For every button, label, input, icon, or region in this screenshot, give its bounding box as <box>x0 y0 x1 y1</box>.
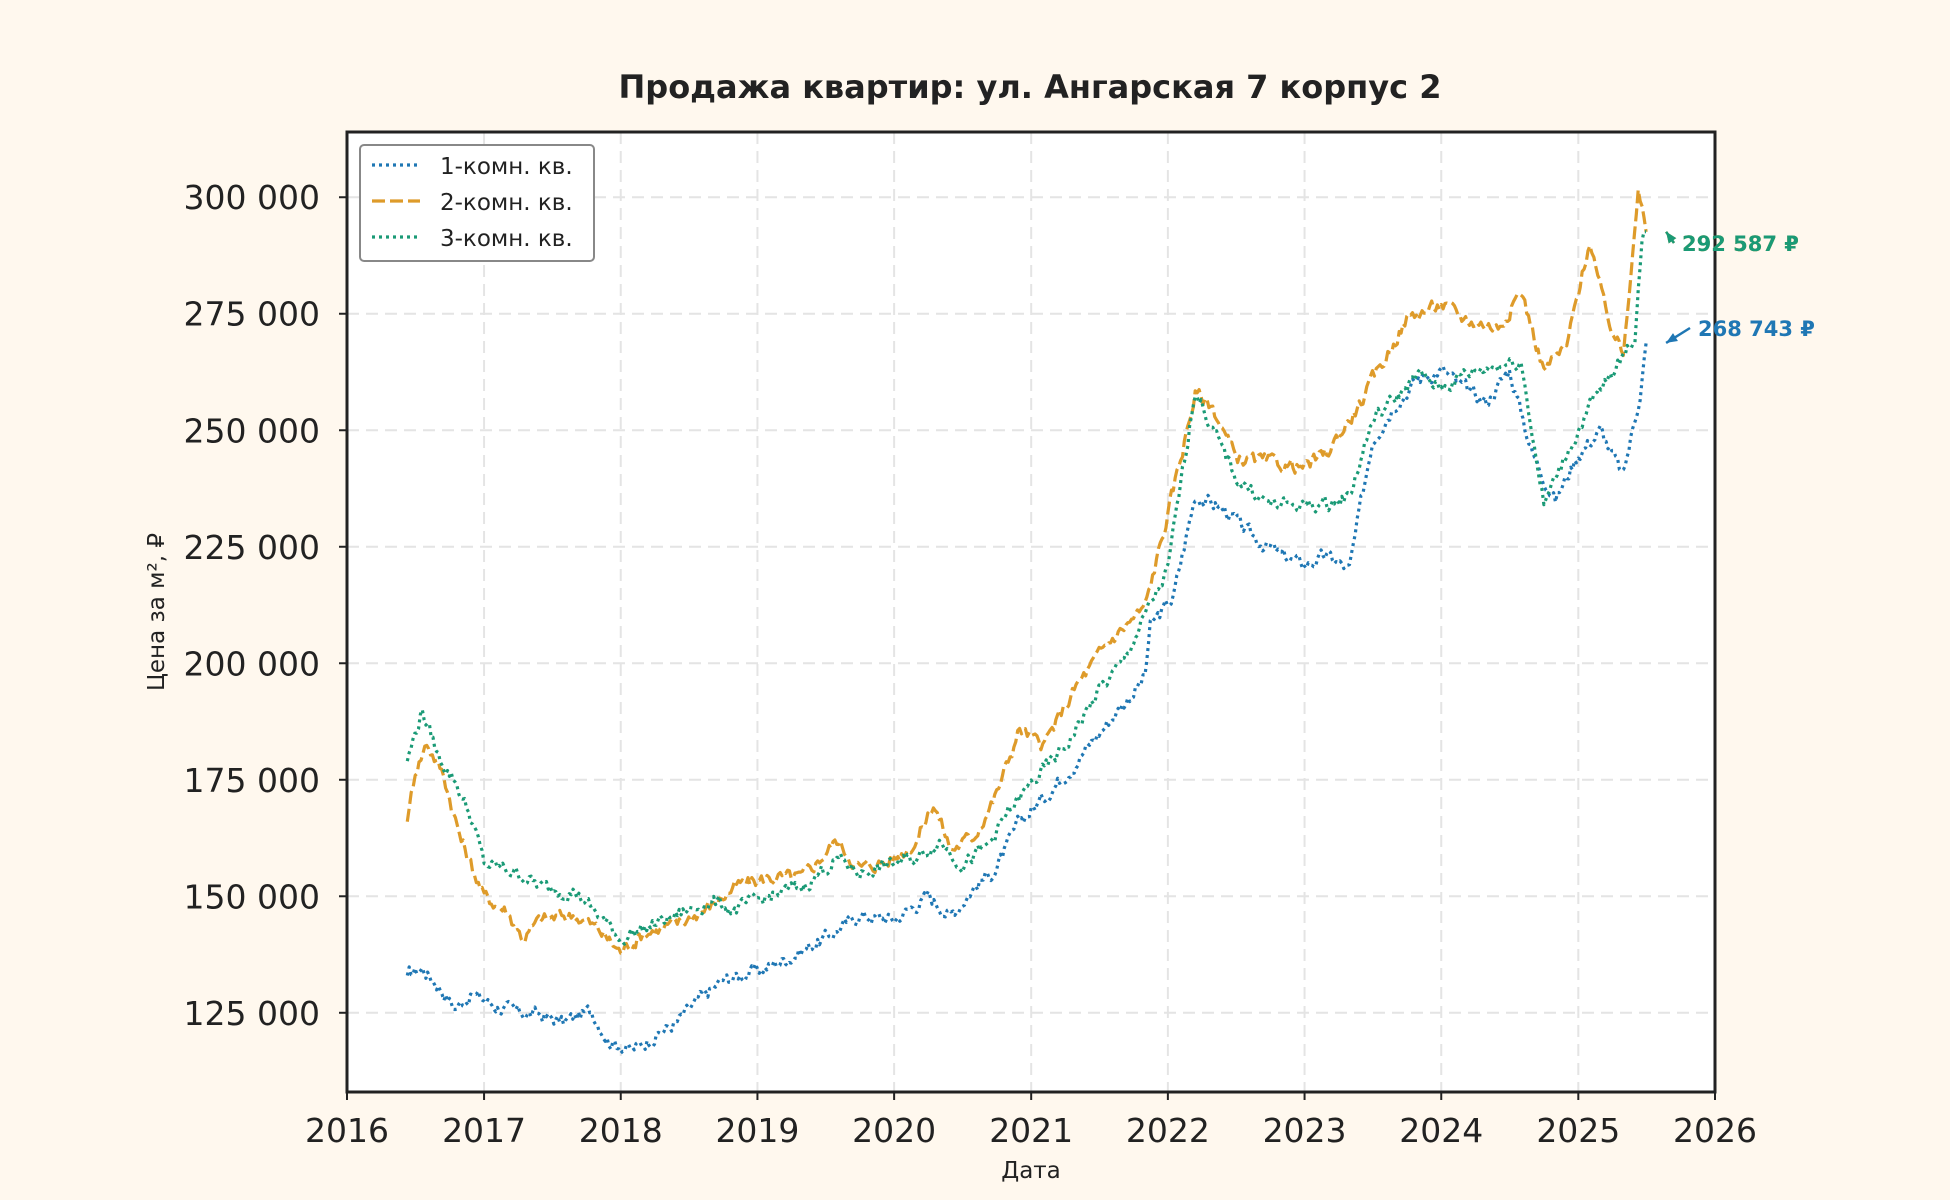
y-tick-label: 250 000 <box>184 411 320 450</box>
y-tick-label: 150 000 <box>184 877 320 916</box>
y-tick-label: 275 000 <box>184 295 320 334</box>
x-tick-label: 2021 <box>989 1111 1073 1150</box>
y-tick-label: 175 000 <box>184 761 320 800</box>
y-tick-label: 125 000 <box>184 994 320 1033</box>
x-tick-label: 2023 <box>1263 1111 1347 1150</box>
legend-label-2: 2-комн. кв. <box>440 190 573 216</box>
x-tick-label: 2018 <box>579 1111 663 1150</box>
x-tick-label: 2025 <box>1536 1111 1620 1150</box>
x-axis: 2016 2017 2018 2019 2020 2021 2022 2023 2024 2025… <box>305 1092 1757 1150</box>
x-tick-label: 2020 <box>852 1111 936 1150</box>
x-tick-label: 2019 <box>715 1111 799 1150</box>
y-tick-label: 300 000 <box>184 178 320 217</box>
y-tick-label: 200 000 <box>184 644 320 683</box>
series-line-1 <box>405 342 1648 1055</box>
series-group <box>405 188 1648 1055</box>
annotation-arrowhead-1 <box>1666 333 1678 343</box>
legend-box <box>359 144 595 262</box>
x-tick-label: 2024 <box>1399 1111 1483 1150</box>
series-line-2 <box>405 188 1648 955</box>
annotation-arrowhead-3 <box>1666 231 1677 244</box>
x-tick-label: 2017 <box>442 1111 526 1150</box>
y-tick-label: 225 000 <box>184 528 320 567</box>
x-tick-label: 2016 <box>305 1111 389 1150</box>
annotations: 268 743 ₽292 587 ₽292 587 ₽ <box>1665 231 1815 344</box>
annotation-label-1: 268 743 ₽ <box>1698 317 1815 341</box>
legend-label-1: 1-комн. кв. <box>440 154 573 180</box>
annotation-label-2: 292 587 ₽ <box>1682 232 1799 256</box>
x-tick-label: 2022 <box>1126 1111 1210 1150</box>
y-axis-label: Цена за м², ₽ <box>144 533 170 691</box>
legend-label-3: 3-комн. кв. <box>440 226 573 252</box>
chart-title: Продажа квартир: ул. Ангарская 7 корпус … <box>619 68 1442 106</box>
x-axis-label: Дата <box>1001 1158 1061 1184</box>
legend: 1-комн. кв. 2-комн. кв. 3-комн. кв. <box>359 144 595 262</box>
x-tick-label: 2026 <box>1673 1111 1757 1150</box>
annotation-label-3: 292 587 ₽ <box>1682 232 1799 256</box>
y-axis: 125 000 150 000 175 000 200 000 225 000 250 0… <box>184 178 347 1033</box>
